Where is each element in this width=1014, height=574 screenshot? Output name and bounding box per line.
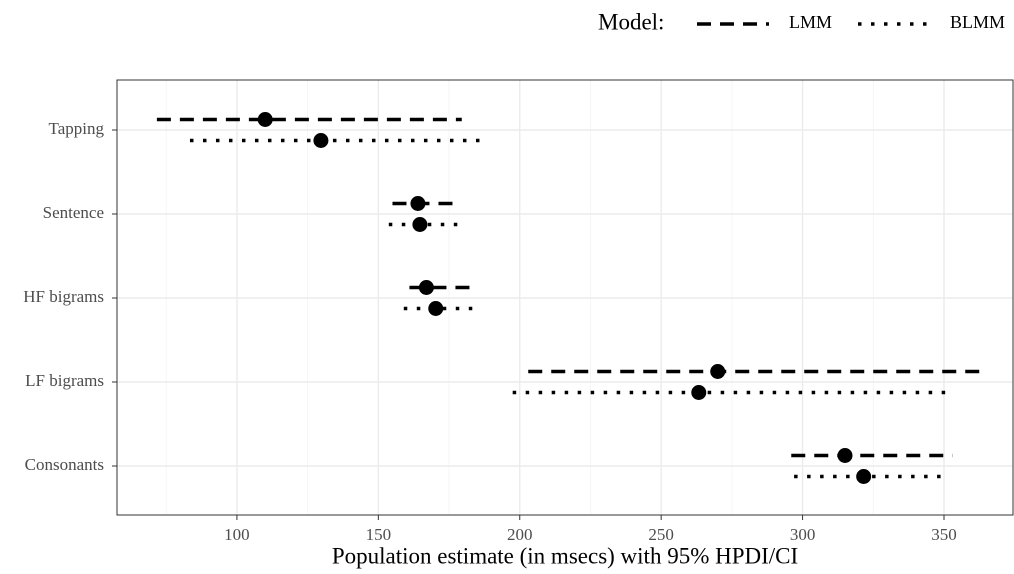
point-estimate [418, 280, 434, 295]
legend-title: Model: [598, 9, 664, 34]
x-tick-label: 250 [648, 525, 674, 544]
point-estimate [837, 448, 853, 463]
x-tick-label: 200 [507, 525, 533, 544]
x-tick-label: 300 [790, 525, 816, 544]
x-axis-title: Population estimate (in msecs) with 95% … [332, 543, 798, 568]
x-tick-label: 150 [366, 525, 392, 544]
point-estimate [313, 133, 329, 148]
y-tick-label: Tapping [49, 119, 105, 138]
legend-label: LMM [789, 12, 832, 32]
y-tick-label: HF bigrams [23, 287, 104, 306]
y-tick-label: Consonants [25, 455, 104, 474]
legend-label: BLMM [950, 12, 1005, 32]
x-tick-label: 350 [931, 525, 957, 544]
point-estimate [856, 469, 872, 484]
y-tick-label: LF bigrams [25, 371, 104, 390]
point-estimate [412, 217, 428, 232]
x-tick-label: 100 [224, 525, 250, 544]
point-estimate [428, 301, 444, 316]
point-estimate [710, 364, 726, 379]
plot-border [116, 79, 1014, 516]
point-estimate [691, 385, 707, 400]
point-estimate [257, 112, 273, 127]
point-estimate [410, 196, 426, 211]
y-tick-label: Sentence [43, 203, 104, 222]
